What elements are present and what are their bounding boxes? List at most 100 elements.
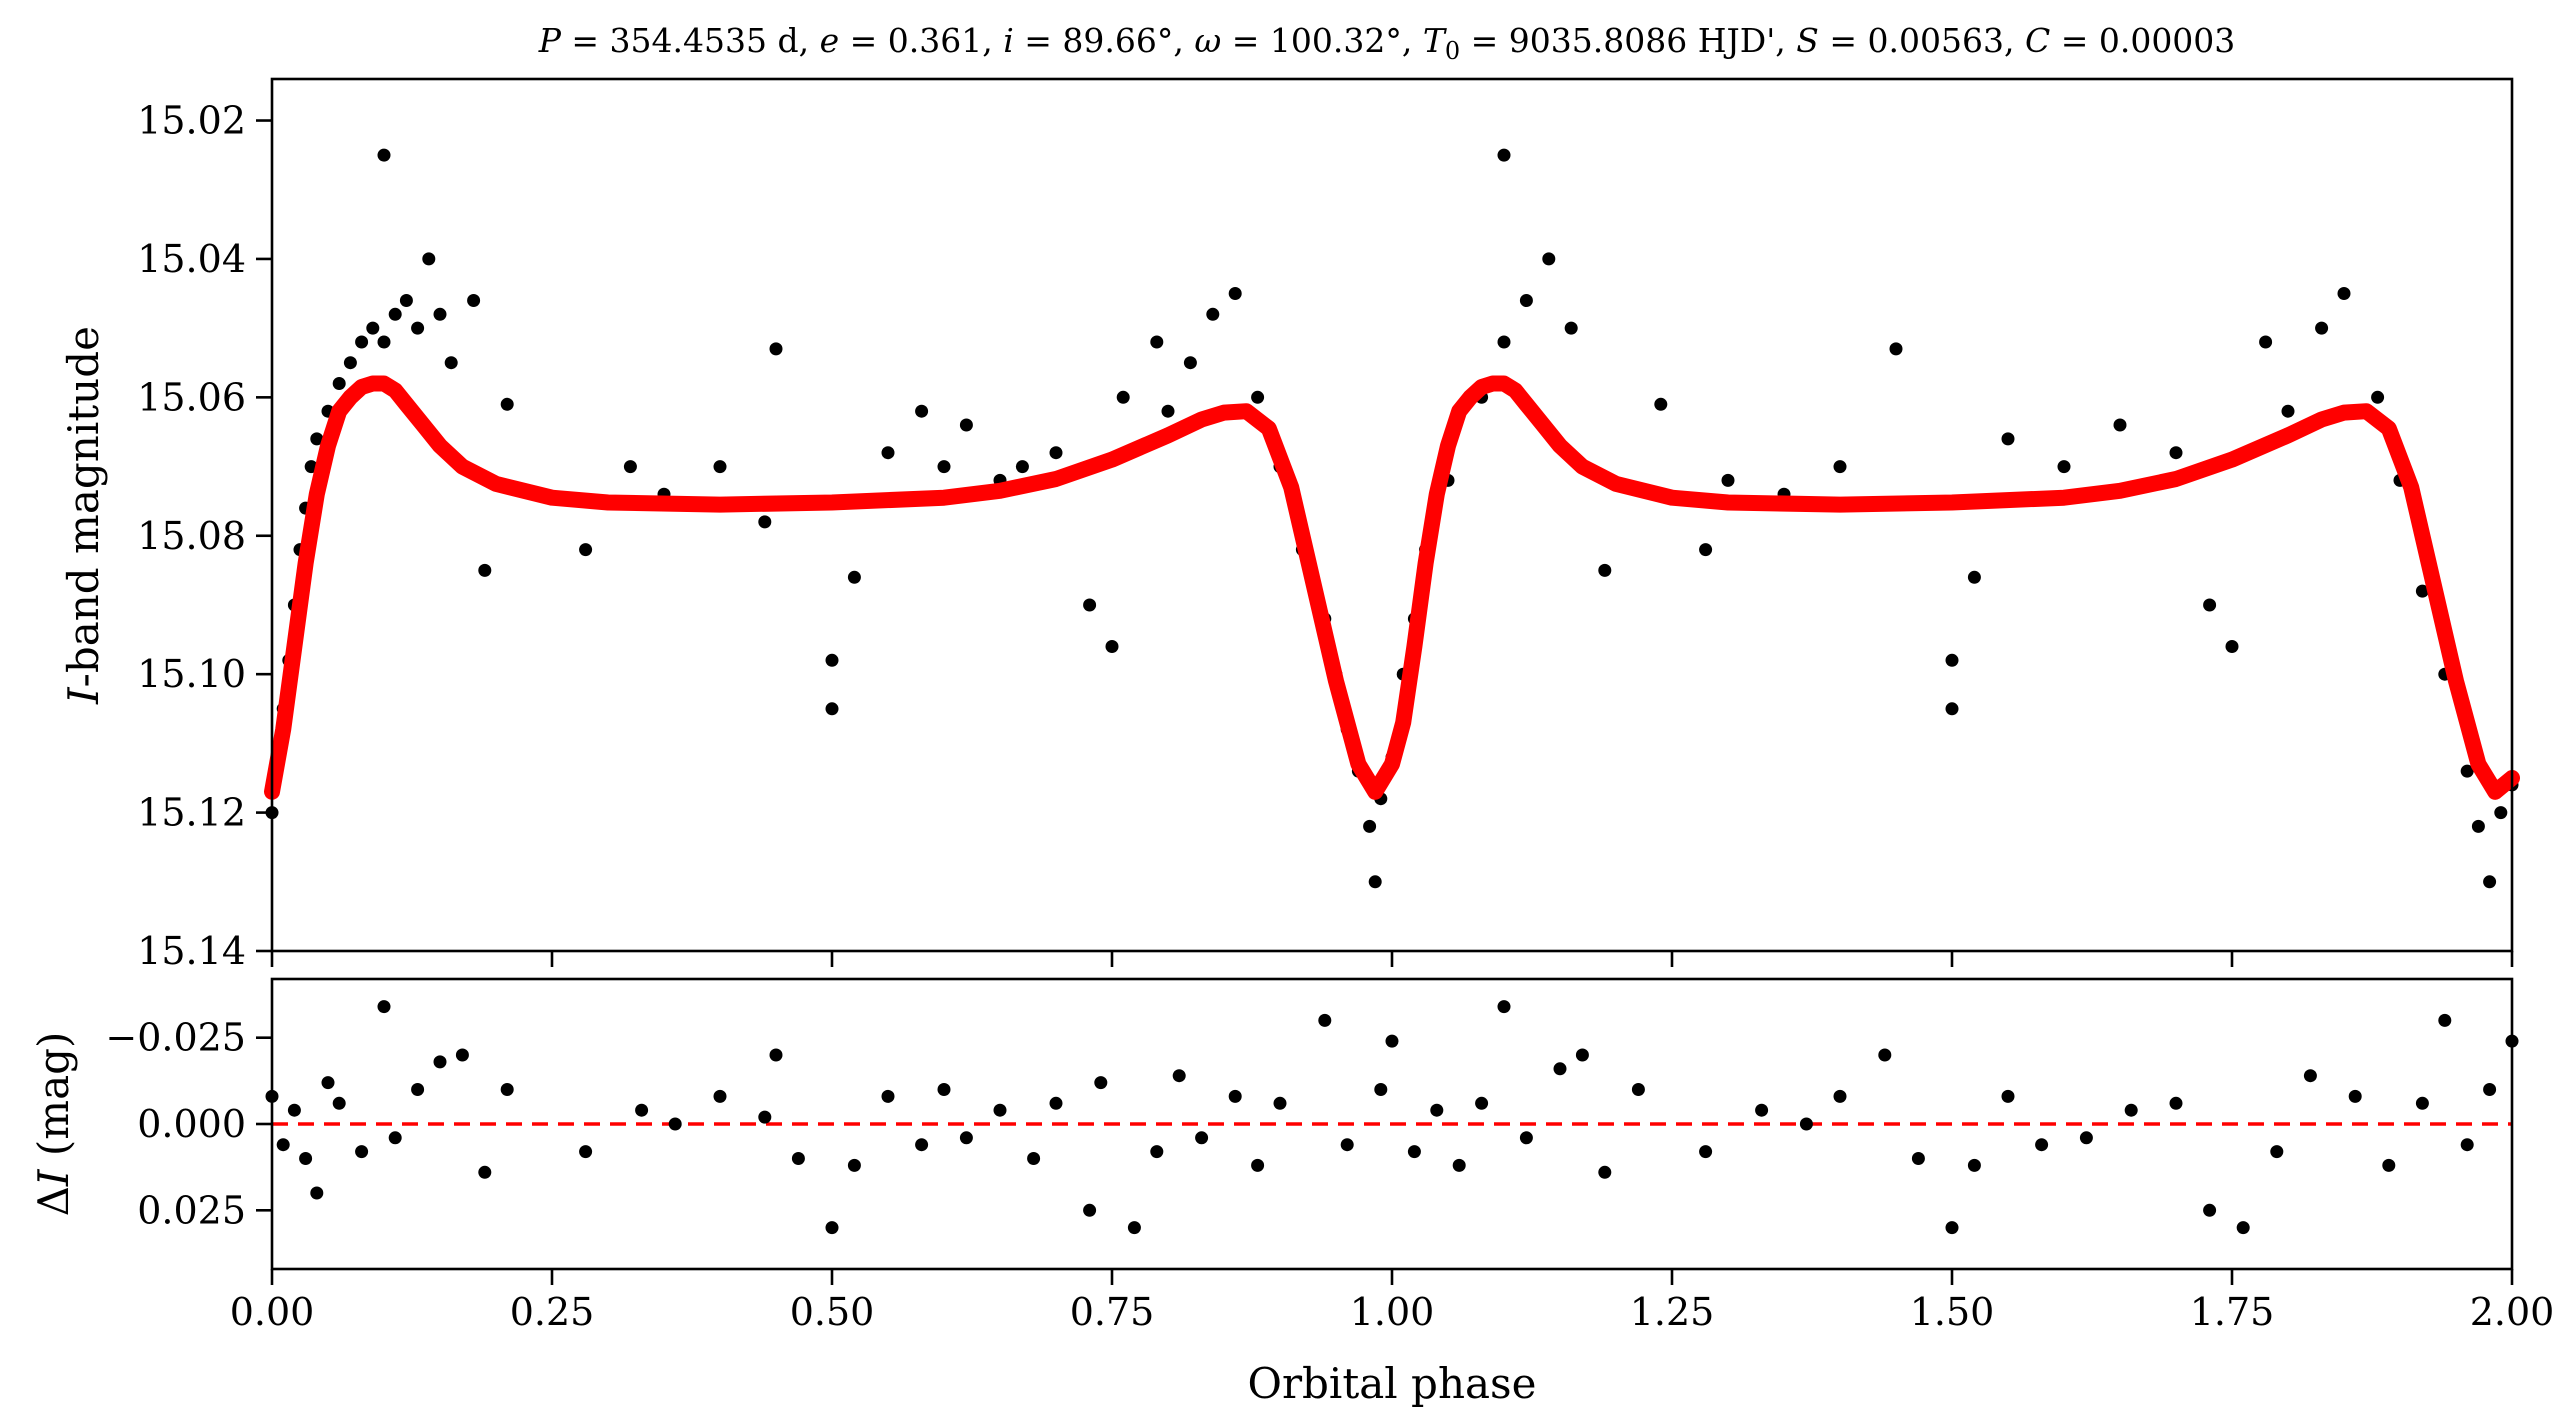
residual-point-19 xyxy=(758,1110,772,1124)
data-point-84 xyxy=(2203,598,2217,612)
residual-point-50 xyxy=(1553,1062,1567,1076)
data-point-21 xyxy=(444,356,458,370)
residual-point-33 xyxy=(1127,1221,1141,1235)
residual-point-63 xyxy=(2035,1138,2049,1152)
residual-point-49 xyxy=(1519,1131,1533,1145)
y-tick-label-0: −0.025 xyxy=(105,1016,246,1060)
residual-point-35 xyxy=(1172,1069,1186,1083)
data-point-89 xyxy=(2337,287,2351,300)
data-point-29 xyxy=(758,515,772,529)
data-point-17 xyxy=(399,294,413,307)
data-point-28 xyxy=(713,460,727,474)
residual-point-75 xyxy=(2460,1138,2474,1152)
data-point-15 xyxy=(377,335,391,349)
data-point-18 xyxy=(411,321,425,335)
data-point-49 xyxy=(1251,390,1265,404)
residual-point-58 xyxy=(1878,1048,1892,1062)
residual-point-62 xyxy=(2001,1089,2015,1103)
residual-point-74 xyxy=(2438,1013,2452,1027)
bottom-panel-ticks: −0.025 0.000 0.025 0.00 0.25 0.50 0.75 1.00 1.25… xyxy=(105,1016,2554,1334)
data-point-78 xyxy=(1945,702,1959,716)
residual-point-68 xyxy=(2236,1221,2250,1235)
residual-point-44 xyxy=(1407,1145,1421,1159)
data-point-26 xyxy=(623,460,637,474)
residual-point-36 xyxy=(1195,1131,1209,1145)
residual-point-48 xyxy=(1497,1000,1511,1014)
data-point-22 xyxy=(467,294,481,307)
data-point-20 xyxy=(433,307,447,321)
data-point-10 xyxy=(332,377,346,390)
data-point-88 xyxy=(2315,321,2329,335)
residual-point-57 xyxy=(1833,1089,1847,1103)
data-point-90 xyxy=(2371,390,2385,404)
y-tick-label-2: 0.025 xyxy=(137,1188,246,1232)
data-point-56 xyxy=(1363,819,1377,833)
residual-point-1 xyxy=(276,1138,290,1152)
data-point-57 xyxy=(1368,875,1382,889)
x-tick-label-3: 0.75 xyxy=(1070,1290,1155,1334)
residual-point-24 xyxy=(881,1089,895,1103)
data-point-79 xyxy=(1967,570,1981,584)
y-tick-label-1: 0.000 xyxy=(137,1102,246,1146)
residual-point-52 xyxy=(1598,1165,1612,1179)
residual-point-25 xyxy=(915,1138,929,1152)
data-point-67 xyxy=(1519,294,1533,307)
data-point-32 xyxy=(825,702,839,716)
data-point-24 xyxy=(500,397,514,411)
x-tick-label-7: 1.75 xyxy=(2190,1290,2275,1334)
data-point-25 xyxy=(579,543,593,557)
data-point-11 xyxy=(343,356,357,370)
data-point-45 xyxy=(1161,404,1175,418)
residual-point-5 xyxy=(321,1076,335,1090)
data-point-40 xyxy=(1049,446,1063,460)
residual-point-11 xyxy=(433,1055,447,1069)
model-fit-curve xyxy=(264,375,2520,800)
residual-point-26 xyxy=(937,1083,951,1096)
residual-point-43 xyxy=(1385,1034,1399,1048)
data-point-12 xyxy=(355,335,369,349)
residual-point-66 xyxy=(2169,1096,2183,1110)
residual-point-34 xyxy=(1150,1145,1164,1159)
y-tick-label-1: 15.04 xyxy=(137,237,246,281)
data-point-14 xyxy=(377,148,391,162)
data-point-76 xyxy=(1889,342,1903,356)
residual-point-30 xyxy=(1049,1096,1063,1110)
residual-point-72 xyxy=(2382,1158,2396,1172)
residual-point-45 xyxy=(1430,1103,1444,1117)
residual-point-60 xyxy=(1945,1221,1959,1235)
data-point-87 xyxy=(2281,404,2295,418)
residual-point-71 xyxy=(2348,1089,2362,1103)
y-tick-label-4: 15.10 xyxy=(137,652,246,696)
data-point-66 xyxy=(1497,335,1511,349)
data-point-82 xyxy=(2113,418,2127,432)
data-point-36 xyxy=(937,460,951,474)
residual-point-8 xyxy=(377,1000,391,1014)
residual-point-21 xyxy=(791,1152,805,1165)
residual-point-67 xyxy=(2203,1203,2217,1217)
data-point-75 xyxy=(1833,460,1847,474)
residual-point-29 xyxy=(1027,1152,1041,1165)
data-point-44 xyxy=(1150,335,1164,349)
x-axis-label: Orbital phase xyxy=(1248,1359,1537,1408)
residual-point-41 xyxy=(1340,1138,1354,1152)
residual-point-18 xyxy=(713,1089,727,1103)
residual-point-15 xyxy=(579,1145,593,1159)
residual-point-56 xyxy=(1799,1117,1813,1131)
data-point-31 xyxy=(825,653,839,667)
y-tick-label-3: 15.08 xyxy=(137,514,246,558)
data-point-65 xyxy=(1497,148,1511,162)
residual-point-27 xyxy=(959,1131,973,1145)
residual-point-47 xyxy=(1475,1096,1489,1110)
x-tick-label-2: 0.50 xyxy=(790,1290,875,1334)
residual-point-42 xyxy=(1374,1083,1388,1096)
x-tick-label-8: 2.00 xyxy=(2470,1290,2555,1334)
residual-point-28 xyxy=(993,1103,1007,1117)
residual-point-32 xyxy=(1094,1076,1108,1090)
residual-point-46 xyxy=(1452,1158,1466,1172)
residual-point-73 xyxy=(2415,1096,2429,1110)
data-point-8 xyxy=(310,432,324,446)
data-point-39 xyxy=(1015,460,1029,474)
residual-point-10 xyxy=(411,1083,425,1096)
x-tick-label-4: 1.00 xyxy=(1350,1290,1435,1334)
residual-point-2 xyxy=(287,1103,301,1117)
